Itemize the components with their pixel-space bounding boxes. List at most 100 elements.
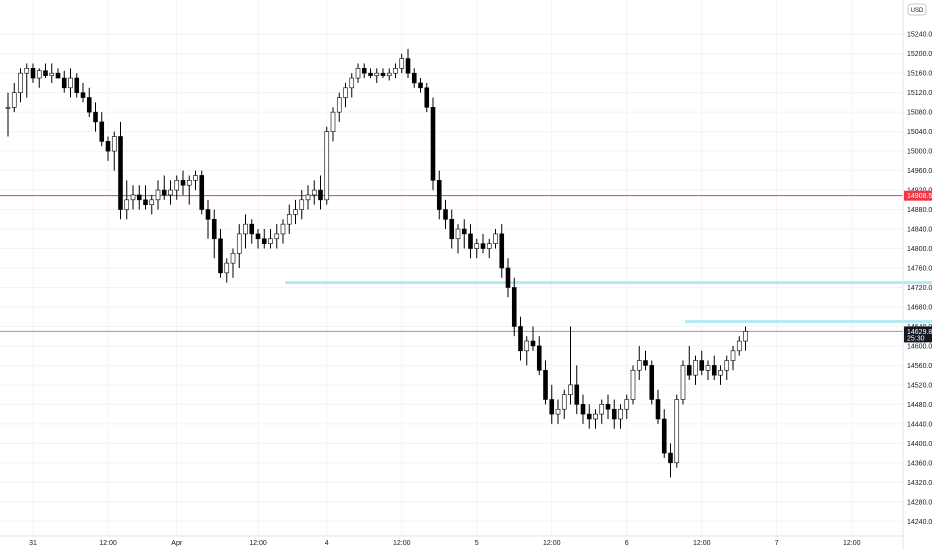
candle-body xyxy=(505,267,511,288)
y-tick-label: 14840.0 xyxy=(907,227,932,234)
candle-body xyxy=(499,233,505,269)
x-tick-label: 5 xyxy=(475,540,479,547)
candle-body xyxy=(318,189,323,201)
candle-body xyxy=(493,233,498,244)
y-tick-label: 15200.0 xyxy=(907,51,932,58)
candle-body xyxy=(343,87,348,98)
candle-body xyxy=(261,238,267,244)
candle-body xyxy=(674,399,680,464)
price-tag-sublabel: 25:30 xyxy=(907,335,925,342)
y-tick-label: 14720.0 xyxy=(907,285,932,292)
candle-body xyxy=(636,360,642,371)
candle-body xyxy=(418,82,423,89)
candle-body xyxy=(286,214,292,225)
candle-body xyxy=(724,360,730,371)
candle-body xyxy=(336,97,342,113)
candle-body xyxy=(374,72,380,76)
y-tick-label: 15040.0 xyxy=(907,129,932,136)
price-tag-label: 14908.5 xyxy=(907,193,932,200)
candle-body xyxy=(730,350,736,361)
candles-layer xyxy=(5,48,748,478)
candle-body xyxy=(361,68,367,74)
candle-body xyxy=(449,218,455,240)
candle-body xyxy=(424,87,430,108)
candle-body xyxy=(555,408,561,415)
candle-body xyxy=(536,345,542,371)
y-tick-label: 15000.0 xyxy=(907,149,932,156)
candle-body xyxy=(686,365,692,376)
candle-body xyxy=(11,92,17,108)
candle-body xyxy=(149,199,155,205)
candle-body xyxy=(68,77,73,89)
candle-body xyxy=(211,218,217,240)
candle-body xyxy=(299,199,305,210)
price-tag xyxy=(904,190,932,201)
candle-body xyxy=(611,408,617,420)
y-tick-label: 14320.0 xyxy=(907,480,932,487)
candle-body xyxy=(443,209,448,220)
candle-body xyxy=(124,199,130,210)
candle-body xyxy=(174,180,180,191)
candle-body xyxy=(661,418,667,454)
candle-body xyxy=(705,365,711,371)
candle-body xyxy=(74,77,80,93)
y-tick-label: 14400.0 xyxy=(907,441,932,448)
candle-body xyxy=(530,340,536,347)
x-tick-label: 12:00 xyxy=(99,540,117,547)
price-tag-label: 14629.8 xyxy=(907,329,932,336)
y-tick-label: 14480.0 xyxy=(907,402,932,409)
candle-body xyxy=(355,68,361,79)
candle-body xyxy=(230,253,236,264)
candle-body xyxy=(468,233,473,249)
x-tick-label: 31 xyxy=(29,540,37,547)
candle-body xyxy=(243,223,248,235)
candle-body xyxy=(561,394,567,410)
candle-body xyxy=(30,68,36,79)
candle-body xyxy=(693,360,698,376)
candle-body xyxy=(155,189,161,201)
support-line[interactable] xyxy=(685,320,932,324)
y-tick-label: 14880.0 xyxy=(907,207,932,214)
candle-body xyxy=(511,287,517,327)
candle-body xyxy=(36,70,42,79)
candle-body xyxy=(161,189,167,196)
candle-body xyxy=(411,72,417,84)
candle-body xyxy=(324,131,330,201)
candle-body xyxy=(743,331,748,342)
candle-body xyxy=(55,72,61,79)
x-tick-label: 12:00 xyxy=(843,540,861,547)
candle-body xyxy=(668,452,673,464)
candle-body xyxy=(130,194,136,201)
candle-body xyxy=(430,106,436,181)
horizontal-lines xyxy=(0,195,932,332)
candle-body xyxy=(43,70,48,76)
candle-body xyxy=(249,223,255,235)
currency-badge-box[interactable] xyxy=(907,3,927,16)
y-tick-label: 14440.0 xyxy=(907,421,932,428)
candle-body xyxy=(680,365,686,400)
candle-body xyxy=(624,399,630,410)
x-tick-label: 12:00 xyxy=(693,540,711,547)
candle-body xyxy=(268,238,273,244)
candle-body xyxy=(168,189,173,196)
candle-body xyxy=(143,199,148,205)
candle-body xyxy=(105,141,111,152)
candle-body xyxy=(399,58,405,69)
candle-body xyxy=(568,384,573,395)
candle-body xyxy=(86,97,92,113)
candle-body xyxy=(386,72,392,76)
x-tick-label: 4 xyxy=(325,540,329,547)
candle-body xyxy=(580,404,586,415)
x-tick-label: 12:00 xyxy=(543,540,561,547)
y-tick-label: 15080.0 xyxy=(907,110,932,117)
candle-body xyxy=(436,180,442,210)
x-tick-label: 12:00 xyxy=(393,540,411,547)
candle-body xyxy=(574,384,580,405)
y-tick-label: 15160.0 xyxy=(907,71,932,78)
grid-layer xyxy=(0,0,903,536)
support-line[interactable] xyxy=(285,281,932,285)
candle-body xyxy=(118,136,123,210)
candle-body xyxy=(311,189,317,196)
candle-body xyxy=(330,111,336,132)
